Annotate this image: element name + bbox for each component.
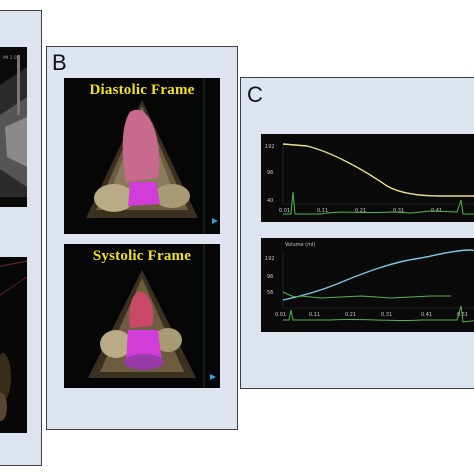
diastolic-echo-render	[64, 78, 220, 234]
bottom-plot: Volume (ml) 192 96 56 0.01 0.11 0.21 0.3…	[261, 238, 474, 332]
top-plot: 192 96 40 0.01 0.11 0.21 0.31 0.41	[261, 134, 474, 222]
diastolic-frame-image: Diastolic Frame	[64, 78, 220, 234]
top-plot-y-tick-1: 192	[265, 144, 275, 150]
top-plot-x-tick-4: 0.31	[393, 208, 404, 214]
bottom-plot-y-tick-2: 96	[267, 274, 273, 280]
bottom-plot-svg: Volume (ml) 192 96 56 0.01 0.11 0.21 0.3…	[261, 238, 474, 332]
top-plot-x-tick-1: 0.01	[279, 208, 290, 214]
panel-a-echo-top-image: MI 1.0	[0, 47, 27, 207]
bottom-plot-y-tick-3: 56	[267, 290, 273, 296]
top-plot-svg: 192 96 40 0.01 0.11 0.21 0.31 0.41	[261, 134, 474, 222]
bottom-plot-ecg-trace	[283, 305, 474, 323]
bottom-plot-y-tick-1: 192	[265, 256, 275, 262]
panel-a-scale-label: MI 1.0	[3, 55, 17, 61]
panel-a: MI 1.0	[0, 10, 42, 466]
bottom-plot-green-curve	[282, 291, 451, 299]
top-plot-volume-curve	[282, 143, 474, 197]
systolic-echo-render	[64, 244, 220, 388]
panel-a-echo-top: MI 1.0	[0, 47, 27, 207]
bottom-plot-x-tick-4: 0.31	[381, 312, 392, 318]
top-plot-y-tick-3: 40	[267, 198, 273, 204]
bottom-plot-volume-curve	[282, 249, 474, 301]
top-plot-y-tick-2: 96	[267, 170, 273, 176]
panel-a-echo-bottom	[0, 257, 27, 433]
panel-b: B Diastolic Frame	[46, 46, 238, 430]
top-plot-ecg-trace	[283, 191, 474, 215]
bottom-plot-x-tick-2: 0.11	[309, 312, 320, 318]
panel-a-echo-bottom-image	[0, 257, 27, 433]
diastolic-lv-shape	[122, 109, 160, 182]
systolic-frame-image: Systolic Frame	[64, 244, 220, 388]
bottom-plot-x-tick-3: 0.21	[345, 312, 356, 318]
diastolic-frame-label: Diastolic Frame	[89, 82, 195, 98]
panel-b-letter: B	[52, 50, 67, 75]
bottom-plot-x-tick-1: 0.01	[275, 312, 286, 318]
bottom-plot-x-tick-5: 0.41	[421, 312, 432, 318]
panel-c-letter: C	[247, 82, 263, 107]
systolic-lv-shape	[129, 291, 154, 328]
top-plot-x-tick-2: 0.11	[317, 208, 328, 214]
systolic-frame-label: Systolic Frame	[92, 248, 192, 264]
diastolic-la-shape	[128, 182, 160, 206]
panel-c: C 192 96 40 0.01 0.11 0.21 0.31 0.41 Vol…	[240, 77, 474, 389]
bottom-plot-title: Volume (ml)	[285, 242, 315, 248]
top-plot-x-tick-3: 0.21	[355, 208, 366, 214]
